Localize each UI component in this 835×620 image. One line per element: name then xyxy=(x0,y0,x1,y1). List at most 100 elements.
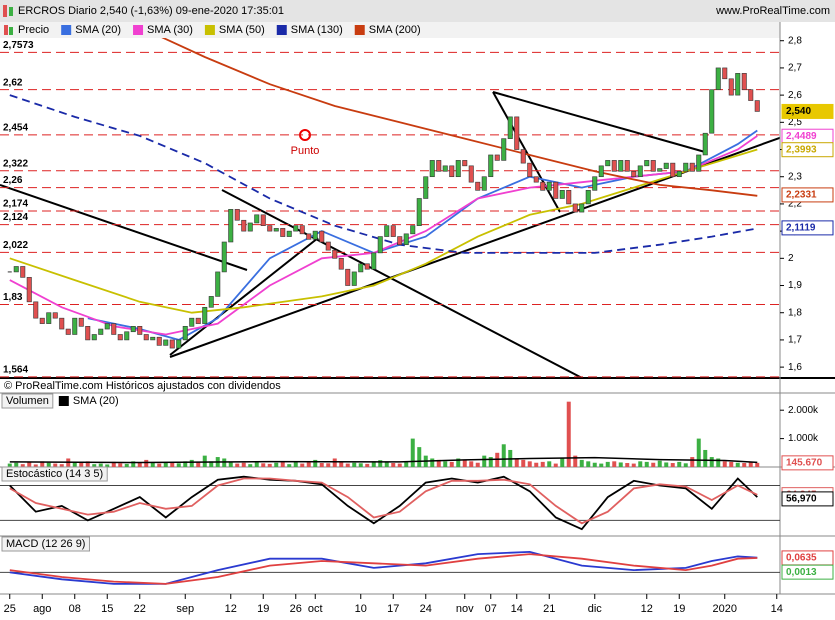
volume-bar xyxy=(430,458,435,467)
candle xyxy=(286,230,292,237)
candle xyxy=(169,339,175,349)
volume-bar xyxy=(131,461,136,467)
volume-bar xyxy=(365,463,370,467)
legend-label: Precio xyxy=(18,24,49,36)
legend-swatch xyxy=(58,396,69,406)
sma-line xyxy=(9,148,758,314)
level-label: 2,26 xyxy=(3,175,23,186)
legend-swatch xyxy=(9,27,13,35)
candle xyxy=(592,176,598,191)
volume-bar xyxy=(514,458,519,467)
volume-bar xyxy=(124,463,129,467)
volume-bar xyxy=(40,461,45,467)
candle xyxy=(481,176,487,191)
panel-title-box xyxy=(1,536,90,552)
trend-lines xyxy=(0,91,780,378)
candle xyxy=(247,222,253,232)
candle xyxy=(566,190,572,205)
volume-bar xyxy=(137,462,142,467)
volume-bar xyxy=(72,461,77,467)
candle xyxy=(130,326,136,333)
level-label: 1,83 xyxy=(3,292,23,303)
x-tick-label: 12 xyxy=(641,603,653,615)
volume-bar xyxy=(573,455,578,467)
candle xyxy=(124,331,130,341)
legend-label: SMA (50) xyxy=(219,24,265,36)
volume-bar xyxy=(170,462,175,467)
volume-bar xyxy=(384,462,389,467)
volume-bar xyxy=(98,463,103,467)
candle xyxy=(384,225,390,237)
volume-bar xyxy=(449,461,454,467)
candle xyxy=(436,160,442,172)
volume-bar xyxy=(118,463,123,467)
legend-label: SMA (30) xyxy=(147,24,193,36)
volume-bar xyxy=(651,462,656,467)
x-tick-label: 19 xyxy=(257,603,269,615)
candle xyxy=(85,326,91,341)
candle xyxy=(312,230,318,240)
legend-label: SMA (20) xyxy=(75,24,121,36)
candle xyxy=(462,160,468,167)
indicator-line xyxy=(9,475,758,531)
volume-bar xyxy=(378,460,383,467)
y-tick-label: 1.000k xyxy=(788,433,819,444)
value-tag-label: 2,4489 xyxy=(786,131,817,142)
candle xyxy=(325,241,331,251)
y-tick-label: 1,9 xyxy=(788,280,802,291)
volume-bar xyxy=(742,463,747,467)
y-tick-label: 2.000k xyxy=(788,405,819,416)
y-tick-label: 2,6 xyxy=(788,90,802,101)
volume-bar xyxy=(306,462,311,467)
candle xyxy=(111,323,117,335)
y-tick-label: 1,6 xyxy=(788,362,802,373)
candle xyxy=(117,334,123,341)
header-bar xyxy=(0,0,835,22)
volume-bar xyxy=(332,458,337,467)
legend-swatch xyxy=(276,25,287,35)
value-tag-label: 0,0635 xyxy=(786,553,817,564)
candle xyxy=(52,312,58,319)
candle xyxy=(150,336,156,341)
x-tick-label: 19 xyxy=(673,603,685,615)
x-tick-label: 2020 xyxy=(713,603,737,615)
candle xyxy=(683,162,689,172)
candle xyxy=(533,176,539,183)
volume-bar xyxy=(287,464,292,467)
candle xyxy=(228,209,234,243)
volume-bar xyxy=(547,461,552,467)
volume-bar xyxy=(456,458,461,467)
candle xyxy=(735,73,741,96)
level-label: 2,124 xyxy=(3,212,28,223)
x-tick-label: ago xyxy=(33,603,51,615)
value-tag-label: 2,1119 xyxy=(786,223,816,234)
volume-bar xyxy=(319,463,324,467)
volume-bar xyxy=(729,461,734,467)
volume-bar xyxy=(534,462,539,467)
x-tick-label: 14 xyxy=(511,603,523,615)
candle xyxy=(345,268,351,286)
volume-bar xyxy=(46,462,51,467)
volume-bar xyxy=(670,463,675,467)
value-tag-label: 2,540 xyxy=(786,106,811,117)
candle xyxy=(189,317,195,327)
candle xyxy=(449,165,455,178)
volume-bar xyxy=(417,447,422,467)
volume-bar xyxy=(352,462,357,467)
candle xyxy=(429,160,435,178)
candle xyxy=(676,170,682,178)
x-tick-label: nov xyxy=(456,603,474,615)
candle xyxy=(65,328,71,335)
candle xyxy=(59,317,65,330)
volume-bar xyxy=(105,464,110,467)
value-tag-label: 2,2331 xyxy=(786,190,817,201)
candle xyxy=(254,214,260,224)
volume-bar xyxy=(391,463,396,467)
candle xyxy=(559,190,565,199)
candle xyxy=(572,203,578,213)
volume-bar xyxy=(553,463,558,467)
volume-bar xyxy=(540,461,545,467)
x-tick-label: 08 xyxy=(69,603,81,615)
volume-bar xyxy=(462,459,467,467)
volume-bar xyxy=(313,459,318,467)
